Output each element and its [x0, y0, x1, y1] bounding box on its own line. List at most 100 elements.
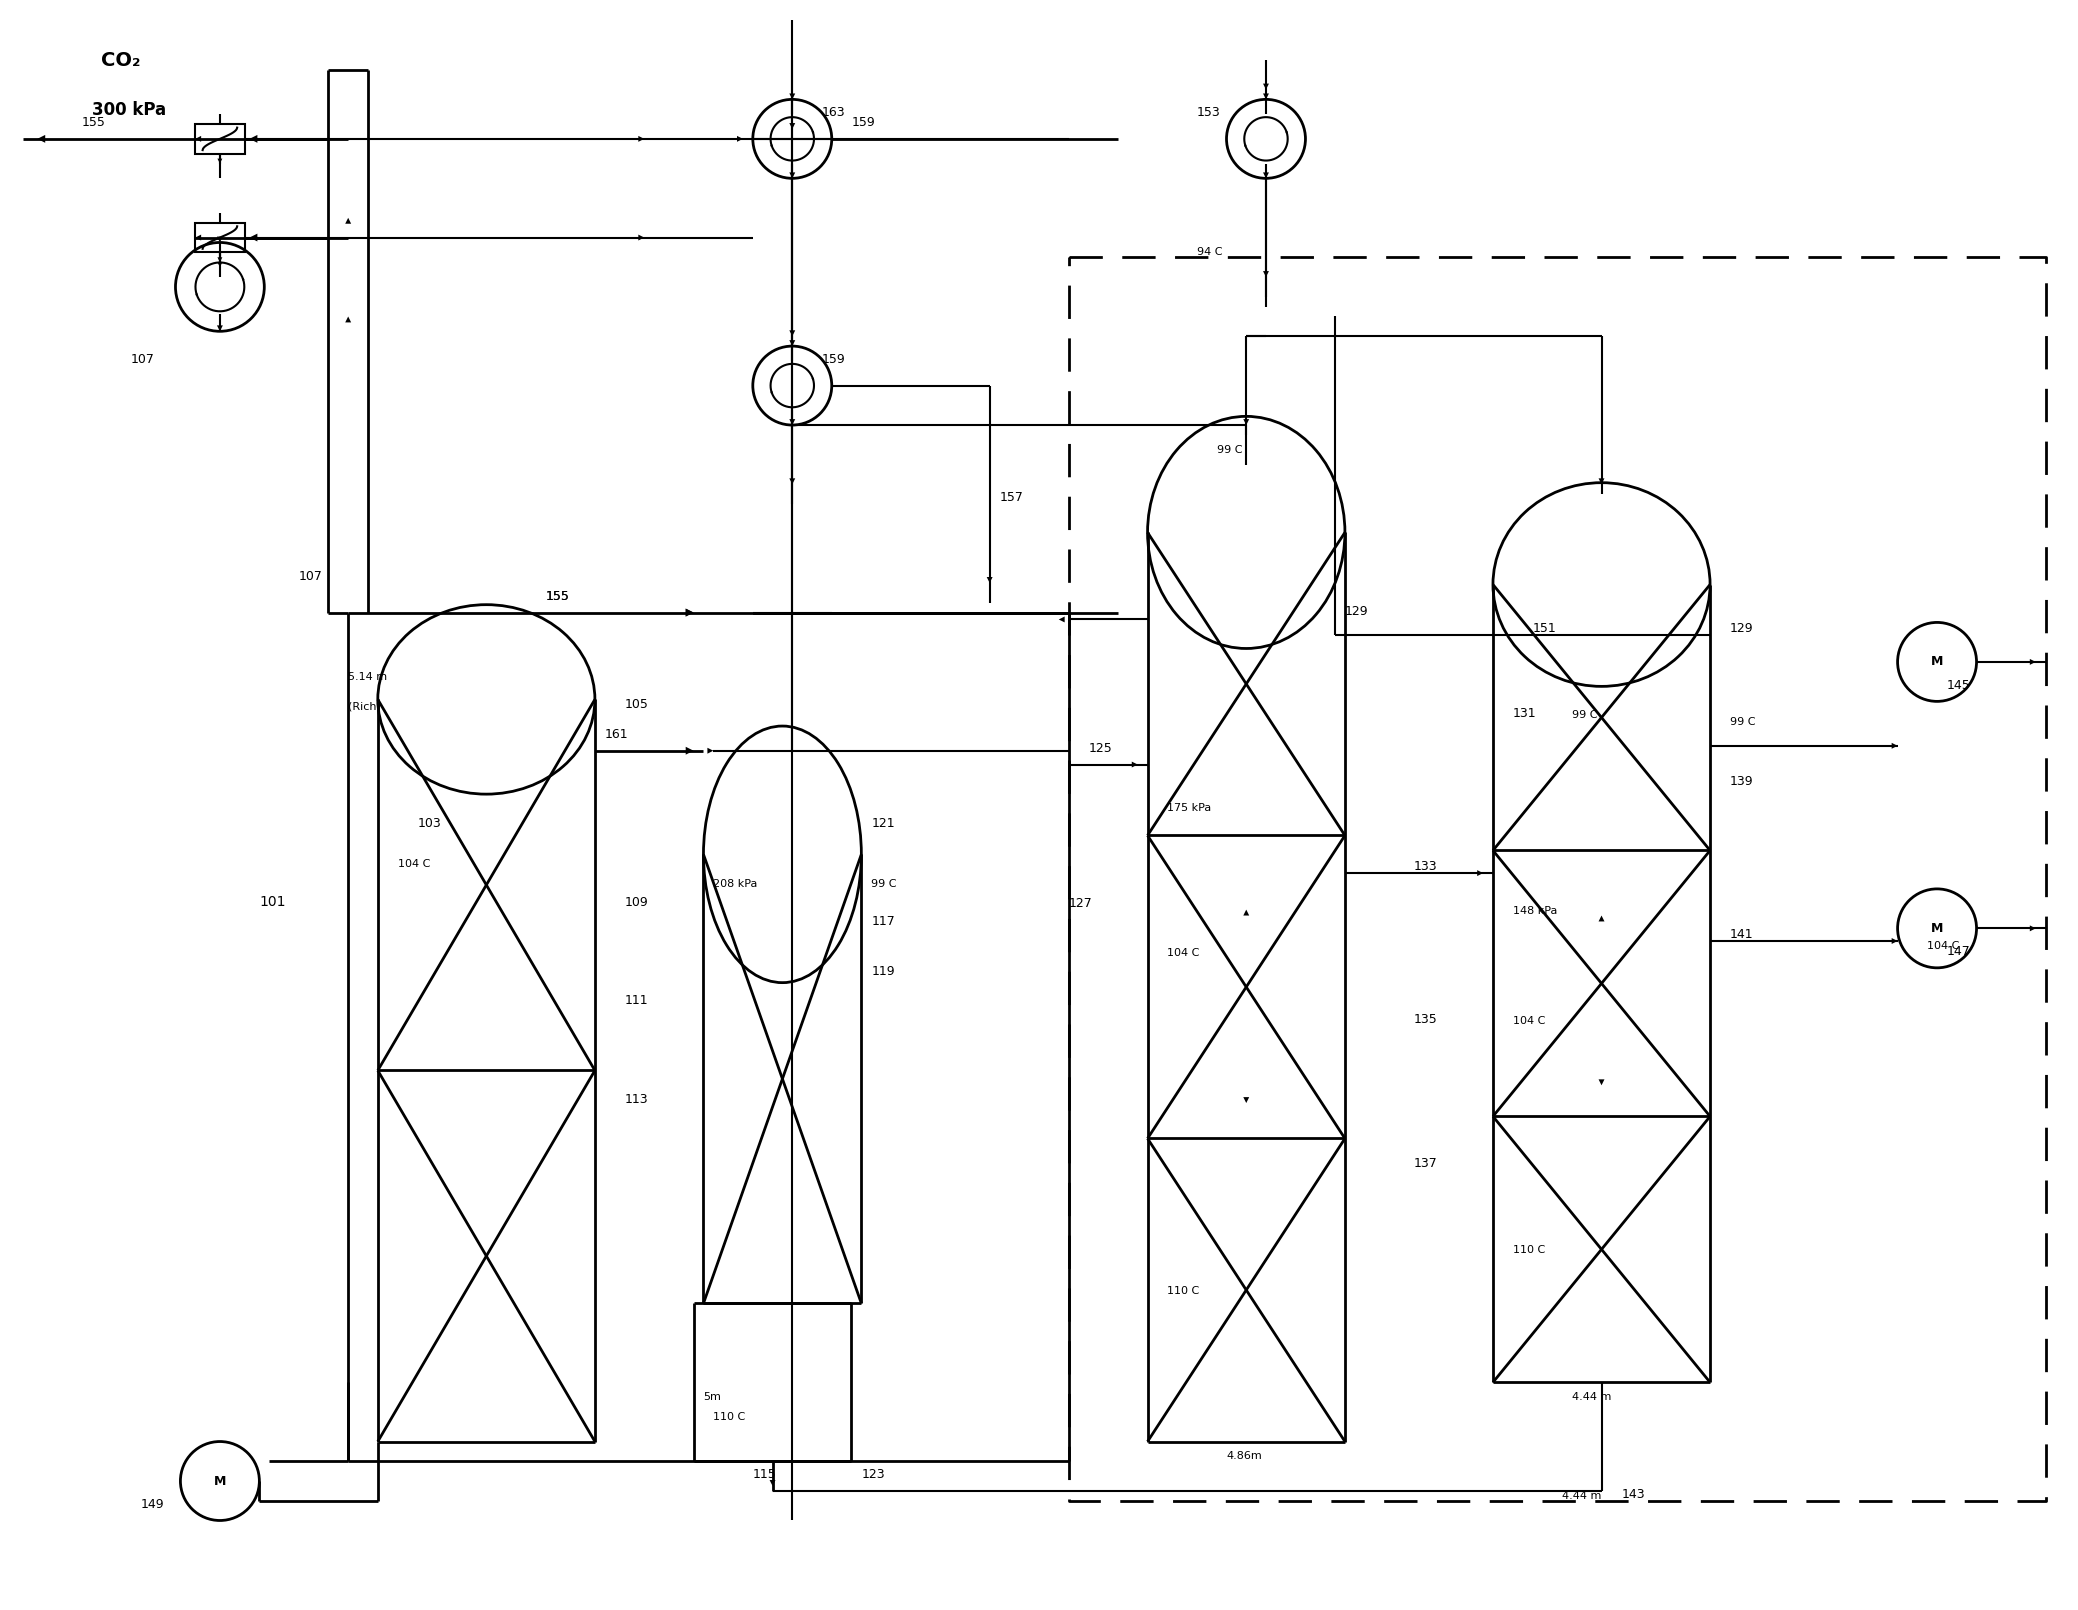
Text: 4.44 m: 4.44 m [1571, 1393, 1610, 1402]
Text: 129: 129 [1729, 623, 1754, 636]
Text: 4.86m: 4.86m [1226, 1451, 1261, 1462]
Polygon shape [987, 576, 993, 583]
Text: CO₂: CO₂ [102, 52, 141, 69]
Text: 133: 133 [1413, 860, 1438, 873]
Polygon shape [707, 747, 713, 753]
Text: 107: 107 [131, 353, 156, 365]
Polygon shape [216, 237, 222, 243]
Polygon shape [738, 135, 744, 142]
Text: 159: 159 [852, 116, 875, 129]
Text: 113: 113 [625, 1093, 648, 1106]
Polygon shape [1891, 742, 1897, 749]
Polygon shape [195, 135, 202, 142]
Polygon shape [1243, 419, 1249, 425]
Polygon shape [1598, 1079, 1604, 1085]
Polygon shape [1133, 762, 1137, 768]
Text: 123: 123 [862, 1468, 885, 1481]
Text: 131: 131 [1513, 707, 1536, 720]
Text: 147: 147 [1947, 945, 1970, 958]
Text: 99 C: 99 C [1571, 710, 1598, 720]
Text: 127: 127 [1068, 897, 1093, 910]
Polygon shape [686, 609, 694, 617]
Polygon shape [1891, 939, 1897, 943]
Text: 104 C: 104 C [1513, 1016, 1546, 1026]
Text: 101: 101 [260, 895, 287, 908]
Polygon shape [1263, 84, 1270, 90]
Text: 5.14 m: 5.14 m [349, 671, 387, 681]
Polygon shape [790, 478, 796, 485]
Polygon shape [638, 235, 644, 240]
Text: 104 C: 104 C [397, 860, 430, 869]
Polygon shape [195, 235, 202, 240]
Polygon shape [1477, 869, 1484, 876]
Polygon shape [345, 317, 351, 322]
Polygon shape [2030, 926, 2036, 931]
Text: 137: 137 [1413, 1158, 1438, 1170]
Text: 110 C: 110 C [1168, 1286, 1199, 1296]
Text: 159: 159 [823, 353, 846, 365]
Polygon shape [216, 325, 222, 332]
Text: M: M [1930, 655, 1943, 668]
Text: 107: 107 [299, 570, 322, 583]
Text: 155: 155 [547, 589, 569, 602]
Text: 149: 149 [141, 1497, 164, 1510]
Text: 119: 119 [871, 964, 896, 977]
Text: 153: 153 [1197, 106, 1220, 119]
Text: 99 C: 99 C [1216, 444, 1243, 454]
Text: 121: 121 [871, 816, 896, 829]
Text: 148 kPa: 148 kPa [1513, 905, 1556, 916]
Text: 111: 111 [625, 995, 648, 1008]
Text: 151: 151 [1531, 623, 1556, 636]
Text: 143: 143 [1621, 1488, 1646, 1501]
Text: 175 kPa: 175 kPa [1168, 803, 1211, 813]
Text: (Rich): (Rich) [349, 702, 380, 712]
Text: 163: 163 [823, 106, 846, 119]
Text: 161: 161 [605, 728, 628, 741]
Text: 157: 157 [1000, 491, 1022, 504]
Polygon shape [1263, 93, 1270, 100]
Text: 104 C: 104 C [1168, 948, 1199, 958]
Text: 103: 103 [418, 816, 441, 829]
Polygon shape [1243, 910, 1249, 916]
Text: 155: 155 [547, 589, 569, 602]
Text: 139: 139 [1729, 776, 1754, 789]
Polygon shape [218, 262, 222, 267]
Text: 104 C: 104 C [1926, 940, 1960, 952]
Text: 300 kPa: 300 kPa [91, 101, 166, 119]
Text: 99 C: 99 C [871, 879, 898, 889]
Polygon shape [2030, 658, 2036, 665]
Text: 145: 145 [1947, 678, 1970, 692]
Text: M: M [1930, 923, 1943, 935]
Polygon shape [769, 1480, 775, 1486]
Polygon shape [249, 135, 258, 143]
Text: 109: 109 [625, 895, 648, 908]
Text: 141: 141 [1729, 927, 1754, 940]
Text: 117: 117 [871, 916, 896, 929]
Polygon shape [1598, 916, 1604, 921]
Polygon shape [790, 340, 796, 346]
Polygon shape [790, 330, 796, 336]
Polygon shape [345, 217, 351, 224]
Text: 135: 135 [1413, 1013, 1438, 1026]
Text: 110 C: 110 C [1513, 1245, 1544, 1256]
Polygon shape [790, 93, 796, 100]
Polygon shape [686, 609, 694, 617]
Text: 5m: 5m [704, 1393, 721, 1402]
Polygon shape [638, 135, 644, 142]
Text: 110 C: 110 C [713, 1412, 746, 1422]
Polygon shape [1058, 617, 1064, 623]
Polygon shape [249, 233, 258, 242]
Text: 125: 125 [1089, 742, 1112, 755]
Polygon shape [686, 747, 694, 755]
Polygon shape [1598, 478, 1604, 485]
Polygon shape [218, 159, 222, 164]
Text: 105: 105 [625, 699, 648, 712]
Text: 4.44 m: 4.44 m [1563, 1491, 1602, 1501]
Polygon shape [790, 419, 796, 425]
Polygon shape [37, 135, 46, 143]
Text: 99 C: 99 C [1729, 718, 1756, 728]
Text: 129: 129 [1344, 605, 1369, 618]
Polygon shape [1263, 172, 1270, 179]
Text: 115: 115 [752, 1468, 777, 1481]
Polygon shape [790, 122, 796, 129]
